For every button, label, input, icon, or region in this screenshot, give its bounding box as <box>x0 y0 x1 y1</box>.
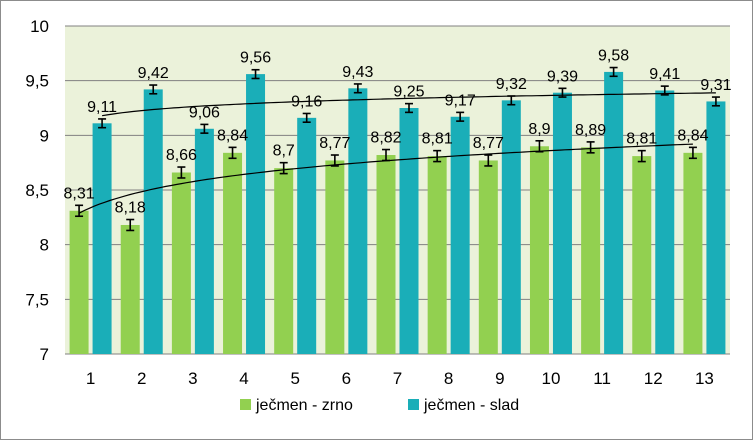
x-tick-label: 3 <box>188 369 197 388</box>
x-tick-label: 2 <box>137 369 146 388</box>
bar <box>171 172 191 354</box>
x-tick-label: 9 <box>495 369 504 388</box>
bar <box>223 152 243 354</box>
legend-label: ječmen - slad <box>423 397 519 414</box>
x-tick-label: 13 <box>695 369 714 388</box>
y-axis-tick-labels: 7 7,5 8 8,5 9 9,5 10 <box>25 17 49 364</box>
bar <box>604 71 624 355</box>
y-tick-label: 10 <box>30 17 49 36</box>
x-tick-label: 12 <box>644 369 663 388</box>
bar <box>450 116 470 354</box>
bar <box>92 123 112 354</box>
bar <box>655 90 675 355</box>
bar <box>69 210 89 354</box>
data-label: 8,66 <box>166 147 197 164</box>
legend-label: ječmen - zrno <box>255 397 353 414</box>
data-label: 8,89 <box>575 122 606 139</box>
x-tick-label: 7 <box>393 369 402 388</box>
x-axis-tick-labels: 1 2 3 4 5 6 7 8 9 10 11 12 13 <box>86 369 714 388</box>
bar <box>552 92 572 355</box>
bar <box>501 100 521 354</box>
bar <box>529 146 549 354</box>
y-tick-label: 7,5 <box>25 290 49 309</box>
y-tick-label: 7 <box>40 345 49 364</box>
data-label: 9,31 <box>700 77 731 94</box>
data-label: 8,77 <box>319 135 350 152</box>
data-labels: 8,31 8,18 8,66 8,84 8,7 8,77 8,82 8,81 8,77 8,9 8,… <box>64 48 732 217</box>
data-label: 8,9 <box>528 121 550 138</box>
data-label: 9,16 <box>291 93 322 110</box>
x-tick-label: 6 <box>342 369 351 388</box>
data-label: 9,25 <box>393 84 424 101</box>
data-label: 9,17 <box>445 92 476 109</box>
x-tick-label: 8 <box>444 369 453 388</box>
data-label: 8,82 <box>370 130 401 147</box>
data-label: 8,84 <box>677 127 708 144</box>
bar <box>348 88 368 354</box>
data-label: 8,18 <box>115 200 146 217</box>
data-label: 9,42 <box>138 65 169 82</box>
bar <box>297 117 317 354</box>
data-label: 8,81 <box>626 131 657 148</box>
y-tick-label: 8 <box>40 236 49 255</box>
data-label: 9,56 <box>240 50 271 67</box>
data-label: 9,58 <box>598 48 629 65</box>
bar <box>143 89 163 354</box>
data-label: 9,43 <box>342 64 373 81</box>
bar <box>683 152 703 354</box>
x-tick-label: 4 <box>239 369 248 388</box>
legend: ječmen - zrno ječmen - slad <box>240 397 519 414</box>
x-tick-label: 5 <box>290 369 299 388</box>
bar <box>581 147 601 354</box>
bar <box>194 128 214 354</box>
bar <box>399 108 419 354</box>
x-tick-label: 1 <box>86 369 95 388</box>
bars <box>69 71 726 355</box>
data-label: 9,11 <box>87 99 117 116</box>
data-label: 9,39 <box>547 68 578 85</box>
data-label: 8,31 <box>64 185 95 202</box>
bar <box>427 156 447 354</box>
y-tick-label: 8,5 <box>25 181 49 200</box>
legend-swatch <box>408 399 419 410</box>
data-label: 8,84 <box>217 127 248 144</box>
bar <box>376 155 396 354</box>
error-bars <box>75 66 720 232</box>
bar <box>632 156 652 354</box>
data-label: 9,41 <box>649 66 680 83</box>
y-tick-label: 9 <box>40 126 49 145</box>
trendline <box>102 92 716 117</box>
bar <box>246 74 266 355</box>
data-label: 9,32 <box>496 76 527 93</box>
legend-swatch <box>240 399 251 410</box>
y-tick-label: 9,5 <box>25 72 49 91</box>
bar <box>120 224 140 354</box>
x-tick-label: 10 <box>542 369 561 388</box>
data-label: 8,77 <box>473 135 504 152</box>
bar <box>274 168 294 354</box>
data-label: 8,81 <box>422 131 453 148</box>
data-label: 8,7 <box>273 143 295 160</box>
bar <box>478 160 498 354</box>
x-tick-label: 11 <box>593 369 611 388</box>
bar <box>325 160 345 354</box>
bar <box>706 101 726 354</box>
data-label: 9,06 <box>189 104 220 121</box>
